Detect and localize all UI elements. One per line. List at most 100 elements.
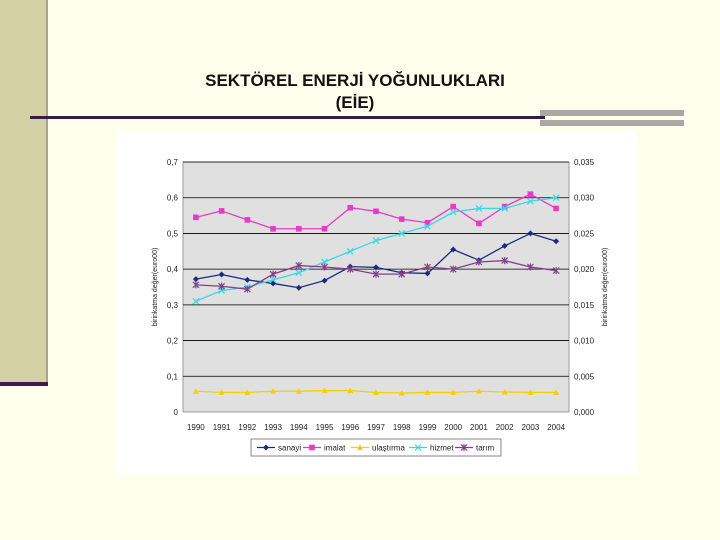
data-point <box>501 389 508 395</box>
data-point <box>553 205 559 212</box>
y2-tick-label: 0,025 <box>574 229 595 238</box>
y2-tick-label: 0,035 <box>574 158 595 167</box>
y-tick-label: 0,6 <box>167 194 179 203</box>
data-point <box>398 390 405 396</box>
data-point <box>321 225 328 232</box>
y-tick-label: 0,4 <box>167 265 179 274</box>
data-point <box>526 263 534 271</box>
data-point <box>526 197 534 205</box>
x-tick-label: 2002 <box>496 423 514 432</box>
data-point <box>424 389 431 395</box>
legend-box <box>250 438 502 457</box>
data-point <box>270 225 276 232</box>
x-tick-label: 2003 <box>522 423 540 432</box>
data-point <box>192 276 199 283</box>
data-point <box>552 267 560 275</box>
data-point <box>347 387 354 394</box>
chart-frame: 0 0,1 0,2 0,3 0,4 0,5 0,6 0,7 0,000 0,005 0,010 0,0… <box>117 132 637 474</box>
series-imalat <box>193 191 559 232</box>
data-point <box>295 262 303 270</box>
left-decor-line <box>0 382 48 386</box>
series-ulatrma <box>192 387 560 396</box>
data-point <box>192 281 200 289</box>
data-point <box>501 203 508 210</box>
data-point <box>263 444 269 451</box>
y-tick-label: 0,1 <box>167 372 179 381</box>
legend-label: ulaştırma <box>372 444 405 453</box>
data-point <box>501 257 509 265</box>
data-point <box>552 194 560 202</box>
data-point <box>296 225 302 232</box>
plot-area <box>182 161 570 413</box>
data-point <box>218 389 225 395</box>
data-point <box>527 230 534 237</box>
data-point <box>372 270 380 278</box>
data-point <box>449 208 457 216</box>
y2-tick-label: 0,030 <box>574 194 595 203</box>
data-point <box>398 216 405 222</box>
x-tick-label: 1997 <box>367 423 385 432</box>
x-tick-label: 2000 <box>444 423 462 432</box>
y2-tick-label: 0,010 <box>574 337 595 346</box>
left-decor-band <box>0 0 48 385</box>
x-tick-label: 1999 <box>419 423 437 432</box>
legend-label: tarım <box>476 444 495 453</box>
data-point <box>295 388 302 394</box>
data-point <box>193 214 199 221</box>
data-point <box>373 389 379 395</box>
title-divider <box>30 116 545 119</box>
y2-tick-label: 0,005 <box>574 372 595 381</box>
data-point <box>244 276 251 283</box>
data-point <box>450 246 457 253</box>
data-point <box>309 444 315 451</box>
x-tick-label: 1990 <box>187 423 205 432</box>
data-point <box>450 389 457 395</box>
data-point <box>218 271 225 278</box>
data-point <box>475 258 483 266</box>
legend-label: hizmet <box>430 444 454 453</box>
data-point <box>321 263 328 271</box>
slide-title-line-2: (EİE) <box>335 93 375 112</box>
data-point <box>424 222 431 230</box>
series-tarm <box>192 257 560 293</box>
slide-title: SEKTÖREL ENERJİ YOĞUNLUKLARI (EİE) <box>195 70 515 114</box>
data-point <box>192 388 199 394</box>
data-point <box>243 285 251 293</box>
left-decor-edge <box>46 0 48 385</box>
data-point <box>527 389 534 395</box>
y-tick-label: 0,3 <box>167 301 179 310</box>
data-point <box>398 230 406 237</box>
x-tick-label: 1991 <box>213 423 231 432</box>
y2-axis-label: birinkatma değer(euro00) <box>602 248 609 327</box>
data-point <box>295 269 303 277</box>
data-point <box>475 205 483 212</box>
data-point <box>244 217 251 223</box>
data-point <box>218 282 226 290</box>
data-point <box>269 276 277 284</box>
y-tick-label: 0,5 <box>167 229 179 238</box>
slide-title-line-1: SEKTÖREL ENERJİ YOĞUNLUKLARI <box>205 71 505 90</box>
x-tick-label: 1992 <box>238 423 256 432</box>
data-point <box>476 220 482 227</box>
x-tick-label: 1994 <box>290 423 308 432</box>
data-point <box>244 389 251 395</box>
data-point <box>321 277 328 284</box>
data-point <box>501 205 509 212</box>
x-tick-label: 1995 <box>316 423 334 432</box>
data-point <box>450 203 456 210</box>
data-point <box>501 242 508 249</box>
data-point <box>475 388 482 394</box>
x-tick-label: 2004 <box>547 423 565 432</box>
data-point <box>373 208 379 215</box>
data-point <box>424 263 431 271</box>
y2-tick-label: 0,015 <box>574 301 595 310</box>
data-point <box>449 265 457 273</box>
data-point <box>553 238 560 245</box>
data-point <box>460 444 468 451</box>
data-point <box>527 191 534 197</box>
data-point <box>270 388 277 394</box>
y2-tick-label: 0,000 <box>574 408 595 417</box>
x-tick-label: 1996 <box>341 423 359 432</box>
data-point <box>346 265 354 273</box>
data-point <box>321 258 328 266</box>
